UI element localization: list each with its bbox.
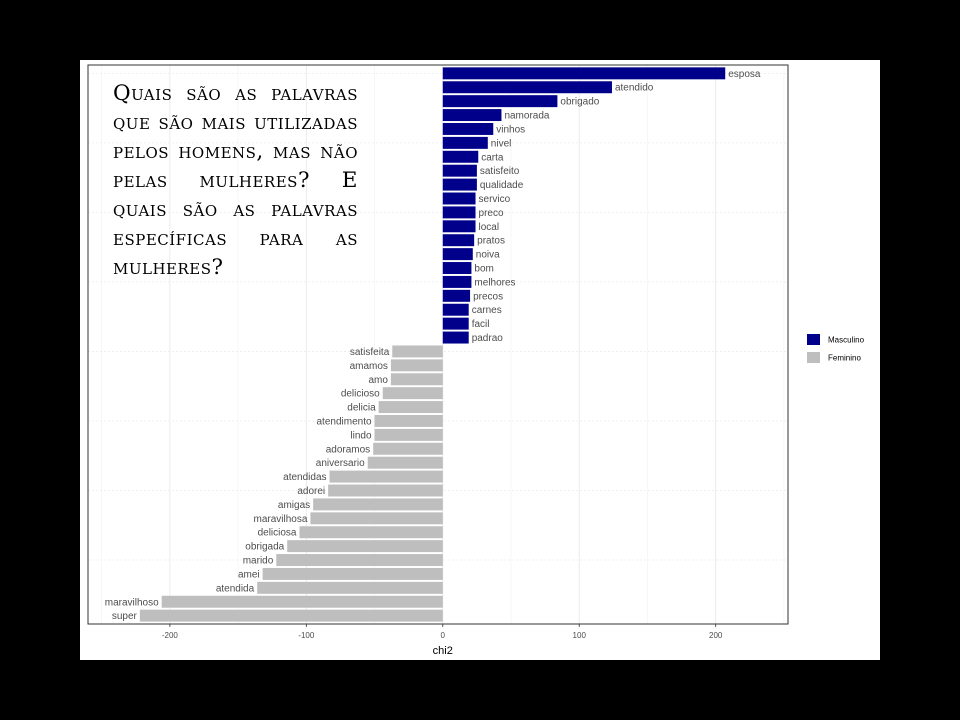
- bar-label-servico: servico: [479, 194, 511, 205]
- bar-label-adorei: adorei: [297, 486, 325, 497]
- bar-carnes: [442, 303, 469, 316]
- bar-label-maravilhoso: maravilhoso: [105, 597, 159, 608]
- bar-label-carnes: carnes: [472, 305, 502, 316]
- bar-bom: [442, 262, 472, 274]
- bar-satisfeito: [442, 164, 477, 177]
- question-annotation: Quais são as palavras que são mais utili…: [113, 81, 358, 280]
- bar-label-deliciosa: deliciosa: [258, 528, 297, 539]
- bar-adoramos: [373, 442, 443, 455]
- bar-esposa: [442, 67, 726, 80]
- bar-label-super: super: [112, 611, 138, 622]
- bar-preco: [442, 206, 476, 219]
- bar-label-atendidas: atendidas: [283, 472, 326, 483]
- legend-key-feminino: [807, 352, 820, 363]
- x-tick-label: 100: [573, 631, 587, 640]
- bar-noiva: [442, 248, 473, 261]
- bar-label-melhores: melhores: [474, 277, 515, 288]
- bar-super: [139, 609, 443, 622]
- bar-label-facil: facil: [472, 319, 490, 330]
- bar-atendidas: [329, 470, 443, 483]
- bar-label-obrigada: obrigada: [245, 542, 284, 553]
- x-tick-label: -100: [298, 631, 315, 640]
- bar-label-preco: preco: [479, 208, 504, 219]
- panel-border: [87, 64, 789, 625]
- bar-label-vinhos: vinhos: [496, 124, 525, 135]
- bar-amo: [390, 373, 443, 386]
- bar-label-amamos: amamos: [350, 361, 388, 372]
- bar-delicia: [378, 401, 443, 414]
- bar-namorada: [442, 109, 502, 122]
- chi2-bar-chart: esposa atendido obrigado namorada vinhos nive…: [87, 64, 865, 657]
- bar-amamos: [390, 359, 443, 372]
- bar-label-qualidade: qualidade: [480, 180, 524, 191]
- bar-atendimento: [374, 415, 443, 427]
- bar-marido: [276, 554, 443, 567]
- bar-label-pratos: pratos: [477, 236, 505, 247]
- bar-label-atendido: atendido: [615, 83, 654, 94]
- bar-label-esposa: esposa: [728, 69, 761, 80]
- bar-obrigado: [442, 95, 558, 108]
- bar-amigas: [313, 498, 443, 511]
- bar-atendido: [442, 81, 612, 94]
- bar-label-precos: precos: [473, 291, 503, 302]
- bar-melhores: [442, 275, 472, 288]
- bar-maravilhosa: [310, 512, 443, 525]
- bar-label-local: local: [479, 222, 500, 233]
- legend-label-masculino: Masculino: [828, 336, 865, 345]
- bar-label-amigas: amigas: [278, 500, 310, 511]
- bar-label-carta: carta: [481, 152, 504, 163]
- bar-label-aniversario: aniversario: [316, 458, 365, 469]
- bar-obrigada: [287, 540, 443, 553]
- x-tick-label: 0: [441, 631, 446, 640]
- bar-label-atendida: atendida: [216, 583, 255, 594]
- bar-label-maravilhosa: maravilhosa: [253, 514, 307, 525]
- bar-label-marido: marido: [243, 556, 274, 567]
- x-axis-title: chi2: [433, 645, 453, 657]
- x-tick-label: 200: [709, 631, 723, 640]
- bar-label-adoramos: adoramos: [326, 444, 370, 455]
- bar-deliciosa: [299, 526, 443, 539]
- bar-label-delicioso: delicioso: [341, 389, 380, 400]
- legend-label-feminino: Feminino: [828, 354, 861, 363]
- bar-amei: [262, 567, 443, 580]
- bar-label-padrao: padrao: [472, 333, 504, 344]
- bar-label-noiva: noiva: [476, 250, 500, 261]
- bar-label-amei: amei: [238, 569, 260, 580]
- bar-local: [442, 220, 476, 233]
- bar-servico: [442, 192, 476, 205]
- bar-label-satisfeito: satisfeito: [480, 166, 520, 177]
- bar-label-obrigado: obrigado: [560, 97, 599, 108]
- bar-vinhos: [442, 122, 494, 135]
- bar-label-namorada: namorada: [504, 111, 549, 122]
- bar-precos: [442, 289, 471, 302]
- bar-label-amo: amo: [368, 375, 388, 386]
- x-tick-label: -200: [162, 631, 179, 640]
- bar-facil: [442, 317, 469, 330]
- bar-qualidade: [442, 178, 477, 191]
- bar-adorei: [328, 484, 443, 497]
- bar-label-delicia: delicia: [347, 403, 376, 414]
- bar-label-satisfeita: satisfeita: [350, 347, 390, 358]
- bar-nivel: [442, 136, 488, 149]
- bar-padrao: [442, 331, 469, 344]
- legend-key-masculino: [807, 334, 820, 345]
- bar-label-bom: bom: [474, 264, 493, 275]
- bar-delicioso: [382, 387, 443, 400]
- bar-carta: [442, 150, 479, 163]
- slide: esposa atendido obrigado namorada vinhos nive…: [80, 60, 880, 660]
- bar-label-atendimento: atendimento: [317, 416, 372, 427]
- bar-aniversario: [367, 456, 443, 469]
- bar-label-lindo: lindo: [350, 430, 372, 441]
- bar-maravilhoso: [161, 595, 443, 608]
- bar-atendida: [257, 581, 443, 594]
- bar-satisfeita: [392, 345, 443, 358]
- bar-label-nivel: nivel: [491, 138, 512, 149]
- bar-pratos: [442, 234, 475, 247]
- bar-lindo: [374, 428, 443, 441]
